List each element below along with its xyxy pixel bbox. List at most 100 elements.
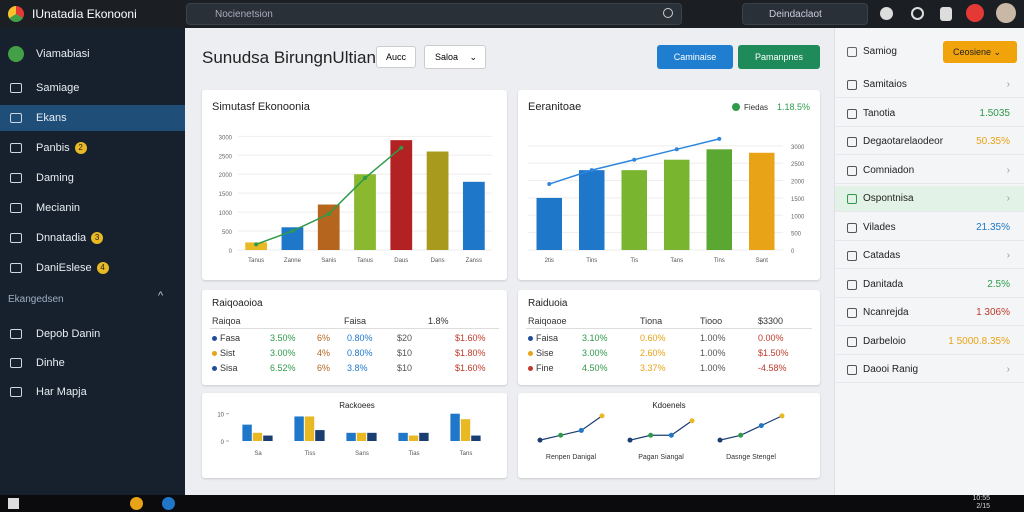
nav-item[interactable]: Depob Danin <box>0 321 185 347</box>
nav-item[interactable]: Ekans <box>0 105 185 131</box>
chart-title: Kdoenels <box>652 401 685 410</box>
nav-item[interactable]: Panbis 2 <box>0 135 185 161</box>
search-placeholder: Nocienetsion <box>215 9 273 20</box>
table-cell: 3.00% <box>270 348 296 358</box>
line <box>629 420 693 441</box>
nav-item[interactable]: Daming <box>0 165 185 191</box>
filter-2[interactable]: Saloa ⌄ <box>424 45 486 69</box>
item-label: Ospontnisa <box>863 193 914 204</box>
nav-icon <box>10 387 22 397</box>
panel-item[interactable]: Ospontnisa › <box>835 186 1024 212</box>
bar <box>664 159 690 250</box>
bar <box>346 432 356 441</box>
table-cell: Sisa <box>220 363 238 373</box>
avatar-2[interactable] <box>996 3 1016 23</box>
panel-item[interactable]: Darbeloio 1 5000.8.35% <box>835 329 1024 355</box>
chevron: › <box>1006 164 1010 176</box>
table-cell: 3.00% <box>582 348 608 358</box>
bar <box>460 419 471 441</box>
panel-item[interactable]: Ncanrejda 1 306% <box>835 300 1024 326</box>
bar <box>426 151 449 250</box>
sidebar-logo <box>8 46 24 62</box>
nav-badge: 2 <box>74 142 87 155</box>
app-title: IUnatadia Ekonooni <box>32 7 137 21</box>
nav-item[interactable]: Dinhe <box>0 350 185 376</box>
table-cell: Fasa <box>220 333 241 343</box>
x-tick-label: Tins <box>586 258 597 264</box>
nav-label: Har Mapja <box>36 386 87 398</box>
chat-icon[interactable] <box>880 7 893 20</box>
x-tick-label: Tis <box>630 258 638 264</box>
legend-name: Fiedas <box>744 103 768 112</box>
panel-item[interactable]: Vilades 21.35% <box>835 215 1024 241</box>
sidebar: Viamabiasi Samiage Ekans Panbis 2 Daming Meci… <box>0 28 185 495</box>
table-cell: 4% <box>317 348 331 358</box>
item-label: Catadas <box>863 250 901 261</box>
y-tick-label: 500 <box>791 232 802 238</box>
nav-item[interactable]: DaniEslese 4 <box>0 255 185 281</box>
table-header: Tiooo <box>700 316 723 326</box>
trend-point <box>254 242 259 247</box>
primary-button[interactable]: Caminaise <box>657 45 733 69</box>
trend-point <box>589 168 594 173</box>
panel-item[interactable]: Daooi Ranig › <box>835 357 1024 383</box>
panel-button[interactable]: Ceosiene ⌄ <box>943 41 1017 63</box>
panel-item[interactable]: Tanotia 1.5035 <box>835 101 1024 127</box>
row-dot <box>212 366 217 371</box>
start-button[interactable] <box>8 498 19 509</box>
bar <box>263 435 273 441</box>
nav-item[interactable]: Har Mapja <box>0 379 185 405</box>
point <box>668 432 674 438</box>
power-icon[interactable] <box>911 7 924 20</box>
user-icon[interactable] <box>940 7 952 21</box>
clock-time: 10:55 <box>972 495 990 502</box>
browser-icon[interactable] <box>130 497 143 510</box>
y-tick-label: 0 <box>229 249 233 255</box>
x-tick-label: Zanss <box>466 258 482 264</box>
panel-item[interactable]: Catadas › <box>835 243 1024 269</box>
table-cell: $10 <box>397 363 413 373</box>
item-icon <box>847 308 857 318</box>
panel-item[interactable]: Samitaios › <box>835 72 1024 98</box>
point <box>779 413 785 419</box>
panel-title: Samiog <box>863 46 897 57</box>
filter-1[interactable]: Aucc <box>376 46 416 68</box>
main-chart: Simutasf Ekonoonia 0 500 1000 1500 2000 2500 30… <box>212 101 492 264</box>
x-tick-label: Tins <box>714 258 725 264</box>
panel-item[interactable]: Comniadon › <box>835 158 1024 184</box>
point <box>558 432 564 438</box>
table-cell: 3.10% <box>582 333 608 343</box>
table-cell: $1.80% <box>455 348 486 358</box>
table-cell: 6.52% <box>270 363 296 373</box>
avatar-1[interactable] <box>966 4 984 22</box>
chevron: › <box>1006 193 1010 204</box>
item-value: 2.5% <box>987 278 1010 290</box>
app-icon[interactable] <box>162 497 175 510</box>
nav-icon <box>10 113 22 123</box>
table-cell: 6% <box>317 333 331 343</box>
panel-button-text: Ceosiene <box>953 47 992 57</box>
nav-label: Dnnatadia <box>36 232 87 244</box>
y-tick-label: 10 <box>217 413 224 419</box>
nav-label: Mecianin <box>36 202 81 214</box>
table-cell: Fine <box>536 363 554 373</box>
panel-item[interactable]: Degaotarelaodeor 50.35% <box>835 129 1024 155</box>
table-cell: $20 <box>397 333 413 343</box>
divider <box>210 328 499 329</box>
item-icon <box>847 251 857 261</box>
search-box-2[interactable]: Deindaclaot <box>742 3 868 25</box>
table-title: Raiqoaoioa <box>212 298 263 309</box>
panel-item[interactable]: Danitada 2.5% <box>835 272 1024 298</box>
nav-item[interactable]: Samiage <box>0 75 185 101</box>
y-tick-label: 2000 <box>791 180 805 186</box>
panel-label: Dasnge Stengel <box>726 454 776 461</box>
line <box>539 415 603 441</box>
nav-item[interactable]: Dnnatadia 3 <box>0 225 185 251</box>
nav-label: Daming <box>36 172 74 184</box>
nav-item[interactable]: Mecianin <box>0 195 185 221</box>
nav-badge: 4 <box>96 262 109 275</box>
item-icon <box>847 279 857 290</box>
search-box[interactable]: Nocienetsion <box>186 3 682 25</box>
success-button[interactable]: Pamanpnes <box>738 45 820 69</box>
